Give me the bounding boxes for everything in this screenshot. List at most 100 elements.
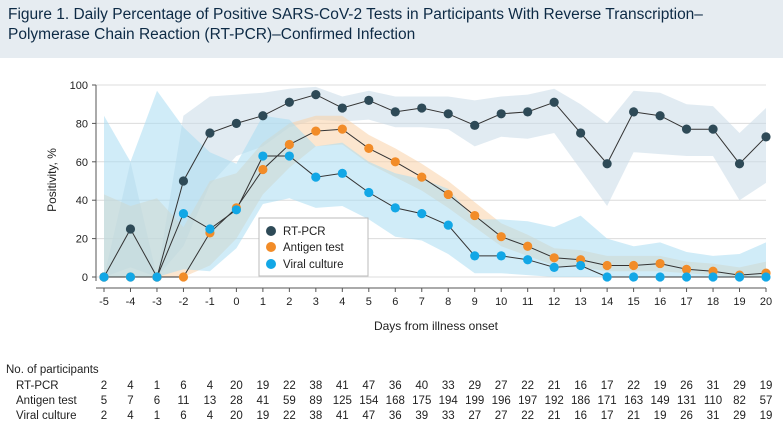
participants-count: 21	[627, 410, 640, 422]
participants-count: 82	[733, 395, 746, 407]
y-tick-label: 0	[82, 272, 88, 284]
x-tick-label: 5	[366, 296, 372, 308]
antigen-test-point	[470, 210, 480, 221]
participants-count: 20	[229, 380, 243, 392]
participants-row-label: Antigen test	[16, 395, 77, 407]
viral-culture-point	[708, 272, 718, 282]
series-points	[99, 90, 771, 282]
participants-count: 40	[415, 380, 429, 392]
rt-pcr-point	[761, 132, 771, 142]
confidence-bands	[104, 86, 766, 278]
participants-count: 47	[362, 380, 376, 392]
participants-count: 39	[415, 410, 429, 422]
participants-count: 41	[335, 410, 349, 422]
antigen-test-point	[629, 260, 639, 271]
participants-count: 19	[759, 380, 773, 392]
rt-pcr-point	[470, 120, 480, 130]
x-tick-label: 18	[707, 296, 719, 308]
participants-count: 4	[127, 410, 134, 422]
participants-count: 28	[229, 395, 243, 407]
x-tick-label: -3	[152, 296, 162, 308]
x-tick-label: 20	[760, 296, 772, 308]
participants-count: 89	[309, 395, 323, 407]
x-tick-label: 8	[445, 296, 451, 308]
participants-count: 21	[547, 380, 561, 392]
participants-count: 6	[180, 410, 187, 422]
figure-title: Figure 1. Daily Percentage of Positive S…	[8, 6, 703, 43]
y-tick-label: 100	[70, 80, 88, 92]
rt-pcr-point	[523, 107, 533, 117]
participants-count: 22	[521, 380, 535, 392]
participants-count: 29	[733, 410, 746, 422]
y-tick-label: 40	[76, 195, 88, 207]
participants-count: 26	[680, 380, 693, 392]
viral-culture-point	[311, 172, 321, 182]
participants-count: 171	[597, 395, 617, 407]
x-tick-label: 11	[522, 296, 533, 308]
viral-culture-point	[761, 272, 771, 282]
participants-count: 33	[441, 380, 455, 392]
participants-heading: No. of participants	[6, 364, 99, 376]
x-tick-label: 7	[419, 296, 425, 308]
participants-row-viral-culture: Viral culture 2 4 1 6 4 20 19 22 38 41 47 36 39 33 27 27…	[0, 410, 783, 424]
x-tick-label: -4	[126, 296, 136, 308]
viral-culture-point	[496, 251, 506, 261]
antigen-test-point	[311, 126, 321, 136]
participants-count: 192	[544, 395, 564, 407]
chart-legend: RT-PCR Antigen test Viral culture	[258, 217, 369, 277]
viral-culture-point	[258, 151, 268, 161]
participants-count: 22	[282, 380, 296, 392]
participants-count: 125	[332, 395, 352, 407]
participants-count: 131	[676, 395, 697, 407]
viral-culture-point	[470, 251, 480, 261]
x-tick-label: 4	[339, 296, 345, 308]
participants-row-rt-pcr: RT-PCR 2 4 1 6 4 20 19 22 38 41 47 36 40 33 29 27 22 21 16 1…	[0, 380, 783, 394]
viral-culture-point	[231, 205, 241, 215]
participants-count: 27	[468, 410, 482, 422]
rt-pcr-point	[708, 124, 718, 134]
participants-count: 163	[624, 395, 644, 407]
x-tick-label: 14	[601, 296, 613, 308]
antigen-test-point	[443, 189, 453, 200]
participants-count: 31	[706, 410, 720, 422]
participants-count: 16	[574, 410, 588, 422]
participants-count: 4	[206, 380, 214, 392]
x-tick-label: 6	[392, 296, 398, 308]
participants-count: 29	[468, 380, 482, 392]
participants-count: 168	[385, 395, 405, 407]
participants-count: 199	[465, 395, 485, 407]
participants-count: 47	[362, 410, 376, 422]
y-tick-label: 80	[76, 118, 88, 130]
antigen-test-point	[284, 139, 294, 150]
legend-marker-antigen-test	[266, 242, 276, 252]
antigen-test-point	[417, 172, 427, 182]
rt-pcr-point	[364, 95, 374, 105]
participants-count: 26	[680, 410, 693, 422]
participants-count: 11	[177, 395, 190, 407]
participants-count: 2	[100, 380, 108, 392]
participants-count: 22	[627, 380, 640, 392]
viral-culture-point	[390, 203, 400, 213]
x-tick-label: 2	[286, 296, 292, 308]
rt-pcr-point	[655, 111, 665, 121]
viral-culture-point	[629, 272, 639, 282]
participants-count: 20	[229, 410, 243, 422]
participants-count: 2	[100, 410, 108, 422]
participants-row-antigen-test: Antigen test 5 7 6 11 13 28 41 59 89 125 154 168 175 1…	[0, 395, 783, 409]
y-tick-label: 20	[76, 234, 88, 246]
antigen-test-point	[364, 143, 374, 153]
participants-row-label: RT-PCR	[16, 380, 59, 392]
viral-culture-point	[364, 187, 374, 198]
participants-count: 154	[359, 395, 379, 407]
participants-count: 110	[703, 395, 723, 407]
viral-culture-point	[284, 151, 294, 161]
participants-count: 21	[547, 410, 561, 422]
viral-culture-point	[417, 209, 427, 219]
rt-pcr-point	[231, 118, 241, 128]
viral-culture-point	[99, 272, 109, 282]
x-tick-label: 10	[495, 296, 507, 308]
viral-culture-point	[549, 262, 559, 272]
participants-count: 7	[127, 395, 134, 407]
participants-count: 1	[153, 380, 161, 392]
antigen-test-point	[258, 164, 268, 175]
